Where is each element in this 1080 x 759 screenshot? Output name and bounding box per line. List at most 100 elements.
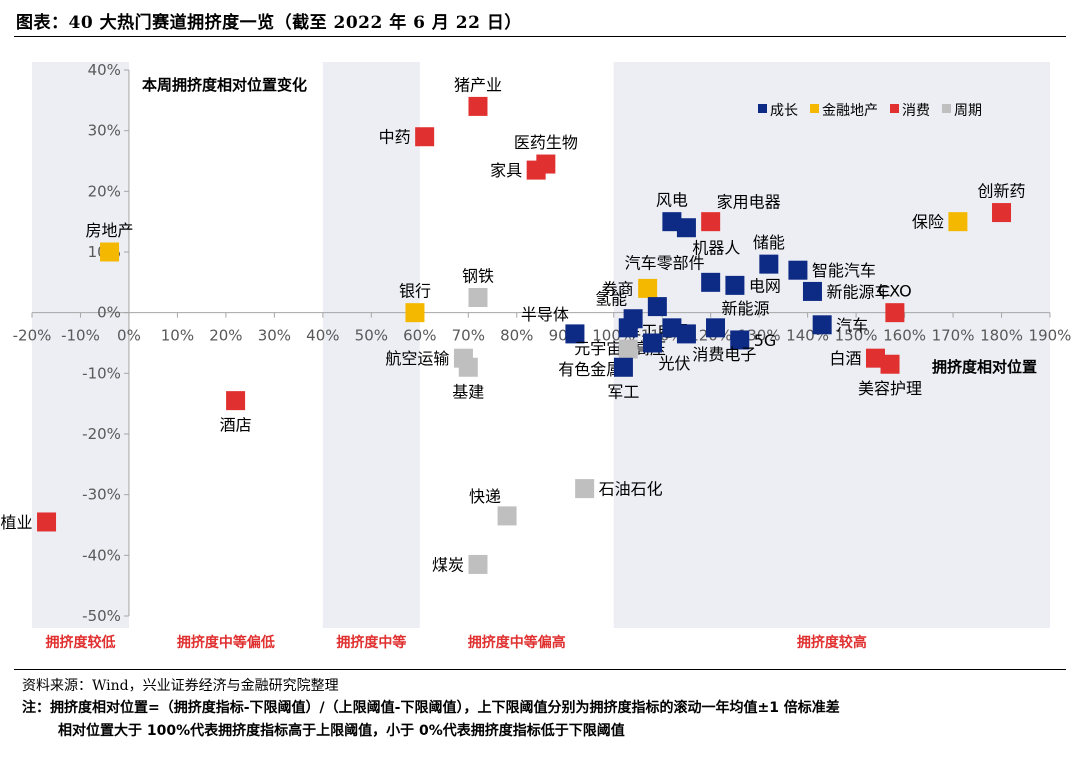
y-tick-label: 0% bbox=[97, 304, 121, 322]
data-label: 有色金属 bbox=[558, 360, 622, 379]
data-point bbox=[618, 339, 638, 359]
data-label: 基建 bbox=[452, 382, 484, 401]
data-point bbox=[405, 303, 425, 323]
zone-label: 拥挤度中等偏高 bbox=[468, 634, 566, 651]
x-tick-label: 170% bbox=[932, 327, 975, 345]
chart-title: 本周拥挤度相对位置变化 bbox=[142, 76, 307, 94]
data-point bbox=[662, 212, 682, 232]
data-point bbox=[575, 479, 595, 499]
data-point bbox=[613, 357, 633, 377]
data-point bbox=[812, 315, 832, 335]
data-point bbox=[468, 96, 488, 116]
footnote-line-1: 注：拥挤度相对位置=（拥挤度指标-下限阈值）/（上限阈值-下限阈值），上下限阈值… bbox=[22, 700, 840, 716]
y-tick-label: -40% bbox=[82, 546, 121, 564]
x-tick-label: 180% bbox=[980, 327, 1023, 345]
y-tick-label: -30% bbox=[82, 486, 121, 504]
zone-label: 拥挤度中等 bbox=[336, 634, 406, 651]
data-point bbox=[638, 278, 658, 298]
x-tick-label: 70% bbox=[452, 327, 485, 345]
data-point bbox=[458, 357, 478, 377]
data-label: 快递 bbox=[469, 487, 501, 506]
zone-label: 拥挤度较低 bbox=[45, 634, 115, 651]
legend-label: 成长 bbox=[770, 103, 798, 119]
data-point bbox=[730, 330, 750, 350]
data-label: 消费电子 bbox=[692, 345, 756, 364]
legend-marker bbox=[942, 104, 951, 113]
data-label: 氢能 bbox=[595, 290, 627, 309]
zone-shade bbox=[32, 62, 129, 628]
data-point bbox=[662, 318, 682, 338]
data-label: 家具 bbox=[490, 161, 522, 180]
data-point bbox=[701, 272, 721, 292]
data-label: 5G bbox=[754, 331, 777, 350]
legend-label: 消费 bbox=[902, 103, 930, 119]
x-tick-label: 150% bbox=[835, 327, 878, 345]
data-label: 风电 bbox=[656, 191, 688, 210]
y-tick-label: 30% bbox=[88, 122, 121, 140]
data-label: 猪产业 bbox=[454, 75, 502, 94]
data-label: 银行 bbox=[399, 282, 431, 301]
data-label: 券商 bbox=[602, 279, 634, 298]
data-point bbox=[880, 354, 900, 374]
x-axis-label: 拥挤度相对位置 bbox=[932, 358, 1037, 376]
data-label: 新能源 bbox=[722, 299, 770, 318]
data-point bbox=[676, 324, 696, 344]
figure-title: 图表：40 大热门赛道拥挤度一览（截至 2022 年 6 月 22 日） bbox=[16, 13, 522, 33]
data-point bbox=[948, 212, 968, 232]
y-tick-label: 40% bbox=[88, 61, 121, 79]
zone-label: 拥挤度较高 bbox=[797, 634, 867, 651]
x-tick-label: 10% bbox=[161, 327, 194, 345]
data-point bbox=[865, 348, 885, 368]
data-point bbox=[759, 254, 779, 274]
bottom-rule bbox=[14, 669, 1066, 670]
data-label: 汽车零部件 bbox=[625, 253, 705, 272]
x-tick-label: 60% bbox=[403, 327, 436, 345]
data-point bbox=[642, 333, 662, 353]
data-point bbox=[100, 242, 120, 262]
data-label: 光伏 bbox=[658, 354, 690, 373]
y-tick-label: -20% bbox=[82, 425, 121, 443]
x-tick-label: 0% bbox=[117, 327, 141, 345]
legend-label: 周期 bbox=[954, 103, 982, 119]
data-point bbox=[565, 324, 585, 344]
legend-marker bbox=[890, 104, 899, 113]
data-point bbox=[788, 260, 808, 280]
x-tick-label: 80% bbox=[500, 327, 533, 345]
data-point bbox=[676, 218, 696, 238]
data-point bbox=[226, 391, 246, 411]
data-point bbox=[497, 506, 517, 526]
x-tick-label: -10% bbox=[61, 327, 100, 345]
data-point bbox=[701, 212, 721, 232]
zone-label: 拥挤度中等偏低 bbox=[177, 634, 275, 651]
data-label: 酒店 bbox=[220, 416, 252, 435]
data-point bbox=[647, 297, 667, 317]
data-label: 医药生物 bbox=[514, 133, 578, 152]
x-tick-label: 30% bbox=[258, 327, 291, 345]
x-tick-label: 20% bbox=[209, 327, 242, 345]
data-label: 美容护理 bbox=[858, 379, 922, 398]
source-note: 资料来源：Wind，兴业证券经济与金融研究院整理 bbox=[22, 678, 339, 694]
legend-label: 金融地产 bbox=[822, 103, 878, 119]
data-label: 煤炭 bbox=[432, 555, 464, 574]
data-label: 航空运输 bbox=[385, 349, 449, 368]
data-point bbox=[706, 318, 726, 338]
data-label: 机器人 bbox=[692, 239, 740, 258]
data-label: 储能 bbox=[753, 233, 785, 252]
data-point bbox=[618, 318, 638, 338]
data-label: 创新药 bbox=[978, 182, 1026, 201]
data-point bbox=[992, 203, 1012, 223]
x-tick-label: 190% bbox=[1029, 327, 1072, 345]
data-label: 种植业 bbox=[0, 513, 33, 532]
data-point bbox=[526, 160, 546, 180]
legend-marker bbox=[810, 104, 819, 113]
data-point bbox=[725, 275, 745, 295]
data-label: 保险 bbox=[912, 213, 944, 232]
y-tick-label: -10% bbox=[82, 364, 121, 382]
top-rule bbox=[14, 36, 1066, 37]
zone-shade bbox=[322, 62, 420, 628]
data-label: CXO bbox=[878, 282, 912, 301]
data-label: 中药 bbox=[379, 128, 411, 147]
data-label: 新能源车 bbox=[826, 282, 890, 301]
zone-shade bbox=[613, 62, 1050, 628]
data-point bbox=[468, 288, 488, 307]
